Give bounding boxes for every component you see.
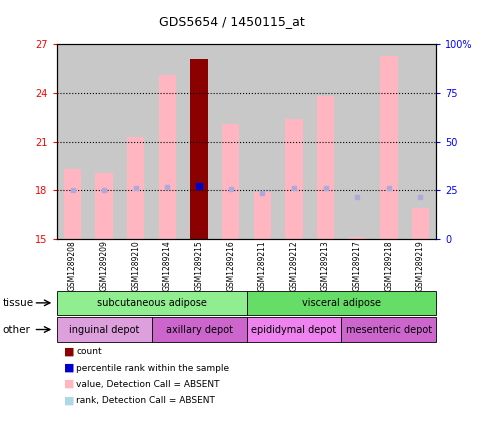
Bar bbox=[246, 44, 278, 239]
Bar bbox=[190, 59, 208, 239]
Text: tissue: tissue bbox=[2, 298, 34, 308]
Bar bbox=[253, 192, 271, 239]
Bar bbox=[373, 44, 405, 239]
Bar bbox=[64, 169, 81, 239]
Text: visceral adipose: visceral adipose bbox=[302, 298, 381, 308]
Bar bbox=[285, 119, 303, 239]
Text: GDS5654 / 1450115_at: GDS5654 / 1450115_at bbox=[159, 15, 305, 28]
Bar bbox=[127, 137, 144, 239]
Bar bbox=[412, 208, 429, 239]
Text: percentile rank within the sample: percentile rank within the sample bbox=[76, 363, 230, 373]
Text: ■: ■ bbox=[64, 347, 74, 357]
Bar bbox=[159, 75, 176, 239]
Text: subcutaneous adipose: subcutaneous adipose bbox=[97, 298, 207, 308]
Bar bbox=[222, 124, 240, 239]
Text: other: other bbox=[2, 324, 31, 335]
Text: rank, Detection Call = ABSENT: rank, Detection Call = ABSENT bbox=[76, 396, 215, 405]
Bar bbox=[215, 44, 246, 239]
Text: epididymal depot: epididymal depot bbox=[251, 324, 337, 335]
Bar bbox=[405, 44, 436, 239]
Bar bbox=[152, 44, 183, 239]
Text: axillary depot: axillary depot bbox=[166, 324, 233, 335]
Text: count: count bbox=[76, 347, 102, 357]
Bar bbox=[349, 237, 366, 239]
Text: ■: ■ bbox=[64, 395, 74, 405]
Text: ■: ■ bbox=[64, 363, 74, 373]
Bar bbox=[380, 56, 397, 239]
Bar bbox=[278, 44, 310, 239]
Bar bbox=[310, 44, 341, 239]
Bar bbox=[96, 173, 113, 239]
Bar bbox=[341, 44, 373, 239]
Bar bbox=[88, 44, 120, 239]
Bar bbox=[57, 44, 88, 239]
Text: inguinal depot: inguinal depot bbox=[69, 324, 140, 335]
Text: ■: ■ bbox=[64, 379, 74, 389]
Bar bbox=[120, 44, 152, 239]
Bar bbox=[317, 96, 334, 239]
Text: mesenteric depot: mesenteric depot bbox=[346, 324, 432, 335]
Text: value, Detection Call = ABSENT: value, Detection Call = ABSENT bbox=[76, 379, 220, 389]
Bar bbox=[183, 44, 215, 239]
